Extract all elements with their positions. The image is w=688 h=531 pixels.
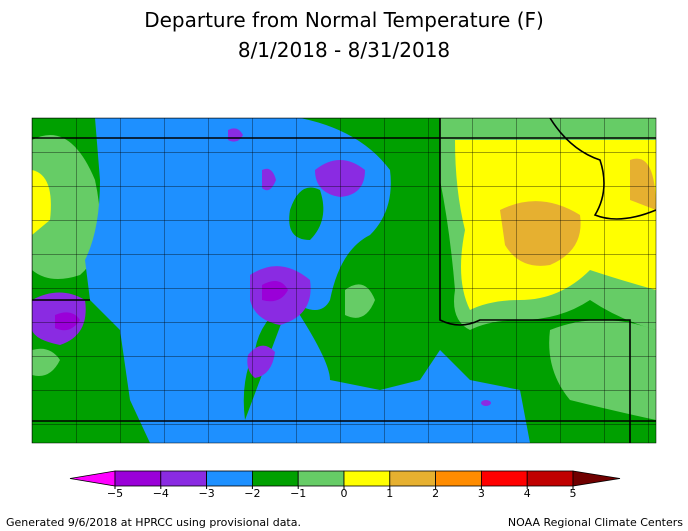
- colorbar-bin: [251, 470, 299, 487]
- colorbar-tick-label: 3: [478, 487, 485, 500]
- colorbar-bin: [114, 470, 162, 487]
- colorbar-bin: [160, 470, 208, 487]
- colorbar-tick-label: −1: [290, 487, 306, 500]
- colorbar-tick-label: 2: [432, 487, 439, 500]
- colorbar-tick-label: −5: [107, 487, 123, 500]
- colorbar-tick-label: −4: [153, 487, 169, 500]
- footer-left: Generated 9/6/2018 at HPRCC using provis…: [6, 516, 301, 529]
- colorbar-under: [69, 470, 116, 487]
- map-subtitle: 8/1/2018 - 8/31/2018: [238, 38, 450, 62]
- colorbar-bin: [206, 470, 253, 487]
- colorbar-bin: [435, 470, 482, 487]
- colorbar-tick-label: −3: [198, 487, 214, 500]
- colorbar: −5 −4 −3 −2 −1 0 1 2 3 4 5: [69, 470, 621, 500]
- colorbar-tick-label: 5: [570, 487, 577, 500]
- colorbar-bin: [389, 470, 436, 487]
- colorbar-tick-label: 0: [341, 487, 348, 500]
- colorbar-tick-label: 1: [386, 487, 393, 500]
- colorbar-tick-label: 4: [524, 487, 531, 500]
- footer-right: NOAA Regional Climate Centers: [508, 516, 683, 529]
- colorbar-bin: [526, 470, 574, 487]
- map-frame: [31, 117, 657, 444]
- colorbar-bin: [343, 470, 391, 487]
- map-title: Departure from Normal Temperature (F): [144, 8, 544, 32]
- colorbar-bin: [297, 470, 345, 487]
- colorbar-bin: [480, 470, 528, 487]
- colorbar-over: [572, 470, 621, 487]
- map: [32, 118, 656, 443]
- colorbar-tick-label: −2: [244, 487, 260, 500]
